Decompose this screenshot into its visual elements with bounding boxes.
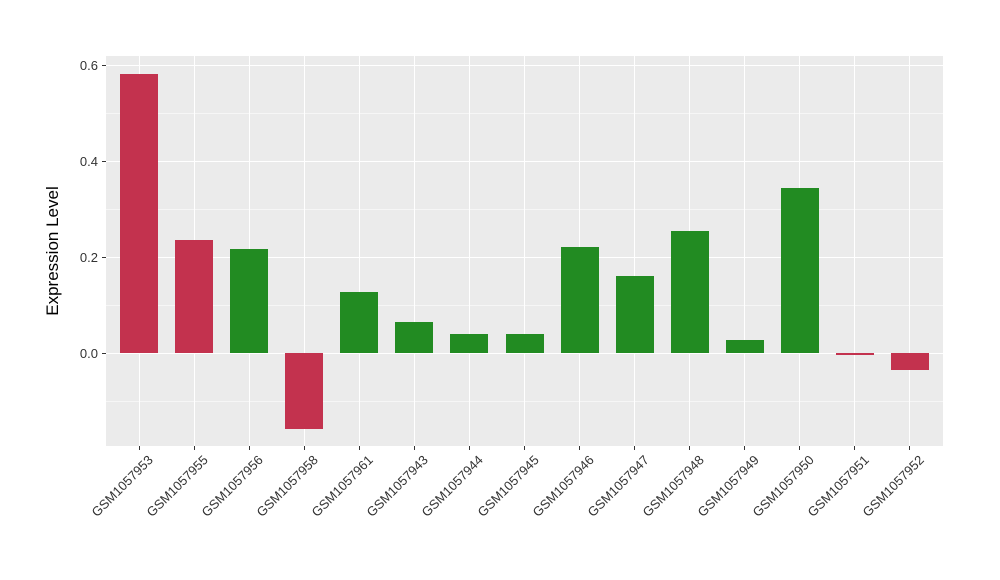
gridline-vertical	[303, 56, 305, 446]
x-tick-mark	[634, 446, 636, 450]
y-tick-label: 0.0	[79, 345, 98, 361]
bar-GSM1057956	[230, 249, 269, 354]
y-tick-mark	[102, 161, 106, 163]
x-tick-mark	[248, 446, 250, 450]
bar-GSM1057948	[670, 230, 709, 354]
x-tick-mark	[854, 446, 856, 450]
gridline-vertical	[909, 56, 911, 446]
x-tick-mark	[413, 446, 415, 450]
x-tick-label-GSM1057946: GSM1057946	[529, 452, 597, 520]
x-tick-label-GSM1057956: GSM1057956	[198, 452, 267, 520]
bar-GSM1057949	[725, 339, 764, 354]
x-tick-label-GSM1057952: GSM1057952	[859, 452, 927, 520]
y-tick-mark	[102, 352, 106, 354]
x-tick-mark	[468, 446, 470, 450]
x-tick-label-GSM1057944: GSM1057944	[418, 452, 487, 520]
x-tick-label-GSM1057948: GSM1057948	[639, 452, 707, 520]
x-tick-label-GSM1057951: GSM1057951	[804, 452, 872, 520]
bar-GSM1057951	[835, 353, 874, 356]
gridline-vertical	[854, 56, 856, 446]
gridline-vertical	[358, 56, 360, 446]
x-tick-mark	[524, 446, 525, 450]
gridline-vertical	[468, 56, 470, 446]
bar-GSM1057947	[615, 275, 654, 354]
plot-panel	[106, 56, 943, 446]
x-tick-mark	[303, 446, 305, 450]
x-tick-mark	[744, 446, 746, 450]
x-tick-label-GSM1057961: GSM1057961	[308, 452, 377, 520]
bar-GSM1057943	[395, 322, 434, 354]
bar-GSM1057955	[175, 240, 214, 354]
bar-GSM1057944	[450, 334, 489, 354]
x-tick-label-GSM1057947: GSM1057947	[584, 452, 652, 520]
bar-GSM1057946	[560, 247, 599, 354]
x-tick-mark	[689, 446, 691, 450]
x-tick-label-GSM1057958: GSM1057958	[253, 452, 322, 520]
bar-GSM1057953	[120, 73, 159, 354]
x-tick-mark	[799, 446, 801, 450]
x-tick-mark	[138, 446, 140, 450]
x-tick-label-GSM1057945: GSM1057945	[474, 452, 542, 520]
x-tick-mark	[579, 446, 581, 450]
gridline-vertical	[413, 56, 415, 446]
x-tick-mark	[358, 446, 360, 450]
x-tick-label-GSM1057955: GSM1057955	[143, 452, 211, 520]
bar-GSM1057945	[505, 334, 544, 354]
y-tick-label: 0.6	[79, 58, 98, 74]
x-tick-label-GSM1057949: GSM1057949	[694, 452, 762, 520]
bar-GSM1057958	[285, 353, 324, 430]
bar-GSM1057952	[890, 353, 929, 370]
y-tick-label: 0.2	[79, 249, 98, 265]
x-tick-label-GSM1057950: GSM1057950	[749, 452, 817, 520]
x-tick-label-GSM1057943: GSM1057943	[363, 452, 432, 520]
gridline-vertical	[744, 56, 746, 446]
y-tick-mark	[102, 256, 106, 258]
bar-GSM1057961	[340, 291, 379, 354]
gridline-vertical	[524, 56, 525, 446]
x-tick-label-GSM1057953: GSM1057953	[88, 452, 156, 520]
bar-GSM1057950	[780, 187, 819, 354]
x-tick-mark	[193, 446, 195, 450]
x-tick-mark	[909, 446, 911, 450]
y-tick-mark	[102, 65, 106, 67]
gridline-vertical	[634, 56, 636, 446]
y-tick-label: 0.4	[79, 154, 98, 170]
